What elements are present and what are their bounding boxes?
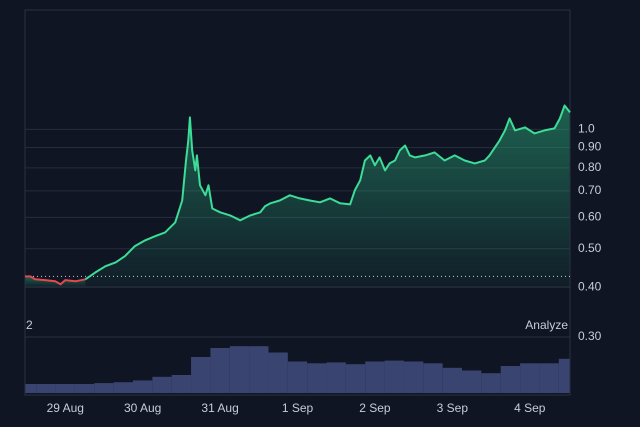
analyze-button[interactable]: Analyze xyxy=(525,318,568,332)
volume-bar xyxy=(268,352,288,393)
volume-bar xyxy=(326,362,346,393)
volume-bar xyxy=(365,361,385,393)
volume-bar xyxy=(55,384,75,393)
volume-bar xyxy=(403,361,424,393)
volume-bar xyxy=(423,363,443,393)
volume-bar xyxy=(132,380,153,393)
volume-bar xyxy=(113,382,133,393)
x-tick-label: 1 Sep xyxy=(282,401,314,415)
area-fill xyxy=(85,105,571,287)
volume-bar xyxy=(287,361,308,393)
volume-bar xyxy=(25,384,37,393)
volume-bar xyxy=(307,363,327,393)
y-tick-label: 0.80 xyxy=(578,160,602,174)
volume-bar xyxy=(36,384,56,393)
volume-bar xyxy=(442,367,463,393)
volume-bar xyxy=(210,348,230,393)
x-tick-label: 3 Sep xyxy=(437,401,469,415)
volume-bar xyxy=(171,375,192,393)
volume-bar xyxy=(520,363,540,393)
volume-bar xyxy=(152,376,172,393)
price-line xyxy=(84,104,571,281)
x-tick-label: 31 Aug xyxy=(201,401,238,415)
price-line xyxy=(25,275,86,286)
y-tick-label: 0.30 xyxy=(578,329,602,343)
volume-bar xyxy=(558,358,570,393)
volume-bar xyxy=(249,346,269,393)
y-tick-label: 0.60 xyxy=(578,210,602,224)
volume-bar xyxy=(539,363,559,393)
x-tick-label: 2 Sep xyxy=(359,401,391,415)
volume-bar xyxy=(74,384,95,393)
volume-bar xyxy=(481,373,501,393)
volume-bar xyxy=(384,360,404,393)
pane-label: 2 xyxy=(26,318,33,332)
volume-bar xyxy=(500,366,521,393)
x-tick-label: 4 Sep xyxy=(514,401,546,415)
y-tick-label: 0.70 xyxy=(578,183,602,197)
volume-bar xyxy=(345,364,366,393)
plot-frame xyxy=(24,9,571,396)
volume-bar xyxy=(462,370,482,393)
volume-bar xyxy=(229,346,250,393)
x-tick-label: 29 Aug xyxy=(47,401,84,415)
y-tick-label: 0.40 xyxy=(578,279,602,293)
y-tick-label: 0.50 xyxy=(578,241,602,255)
x-tick-label: 30 Aug xyxy=(124,401,161,415)
y-tick-label: 1.0 xyxy=(578,122,595,136)
volume-bar xyxy=(94,383,114,393)
volume-bar xyxy=(191,357,211,393)
y-tick-label: 0.90 xyxy=(578,140,602,154)
